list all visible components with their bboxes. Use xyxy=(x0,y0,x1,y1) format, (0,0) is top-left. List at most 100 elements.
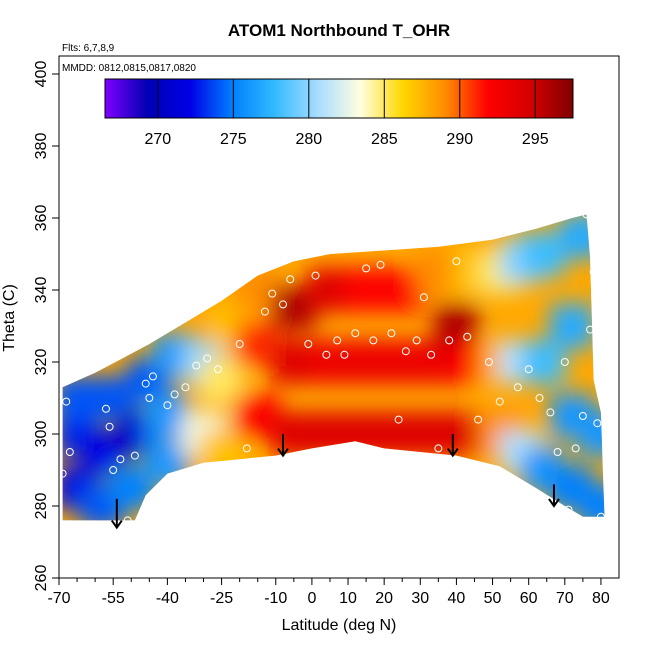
x-tick-label: 70 xyxy=(556,590,574,607)
x-axis-label: Latitude (deg N) xyxy=(282,617,397,634)
observation-point xyxy=(484,358,493,366)
observation-point xyxy=(445,336,454,345)
colorbar-ticks: 270 275 280 285 290 295 xyxy=(144,79,549,148)
arrow-head xyxy=(446,448,459,458)
arrow-markers xyxy=(110,434,560,530)
observation-point xyxy=(242,444,251,453)
arrow-marker xyxy=(446,434,459,458)
observation-point xyxy=(560,358,569,366)
observation-point xyxy=(65,448,74,456)
y-tick-label: 400 xyxy=(33,61,50,88)
observation-point xyxy=(181,383,190,392)
observation-point xyxy=(203,354,212,363)
colorbar-tick-label: 270 xyxy=(144,131,171,148)
observation-point xyxy=(163,401,172,410)
observation-point xyxy=(376,260,385,269)
flights-annotation: Flts: 6,7,8,9 xyxy=(62,43,115,54)
field-cell xyxy=(560,214,605,258)
arrow-head xyxy=(277,448,289,458)
observation-point xyxy=(141,379,150,388)
observation-point xyxy=(101,404,110,413)
observation-point xyxy=(286,275,295,284)
field-cell xyxy=(521,232,566,276)
observation-point xyxy=(571,444,580,453)
observation-point xyxy=(311,271,320,280)
y-tick-label: 360 xyxy=(33,205,50,232)
colorbar-tick-label: 285 xyxy=(371,131,398,148)
observation-point xyxy=(130,451,139,460)
observation-point xyxy=(427,350,436,359)
observation-point xyxy=(213,365,222,374)
colorbar-tick-label: 295 xyxy=(522,131,549,148)
colorbar: 270 275 280 285 290 295 xyxy=(104,78,574,148)
arrow-marker xyxy=(277,434,289,458)
dates-annotation: MMDD: 0812,0815,0817,0820 xyxy=(62,63,196,74)
observation-point xyxy=(340,350,349,359)
observation-point xyxy=(452,257,461,266)
observation-point xyxy=(513,383,522,392)
y-tick-label: 280 xyxy=(33,493,50,520)
chart-title: ATOM1 Northbound T_OHR xyxy=(228,21,450,40)
observation-point xyxy=(170,390,179,399)
x-tick-label: 60 xyxy=(520,590,538,607)
observation-point xyxy=(333,336,342,345)
observation-point xyxy=(582,210,591,219)
observation-point xyxy=(474,415,483,424)
y-tick-label: 320 xyxy=(33,349,50,376)
observation-point xyxy=(322,350,331,359)
y-tick-label: 340 xyxy=(33,277,50,304)
x-tick-label: -25 xyxy=(210,590,233,607)
observation-point xyxy=(535,394,544,402)
x-tick-label: -10 xyxy=(264,590,287,607)
plot-frame xyxy=(58,55,620,579)
observation-point xyxy=(401,347,410,356)
field-cell xyxy=(578,484,605,521)
observation-point xyxy=(596,512,605,521)
observation-point xyxy=(362,264,371,273)
observation-point xyxy=(419,293,428,302)
observation-point xyxy=(387,329,396,338)
observation-point xyxy=(145,394,154,402)
observation-point xyxy=(546,408,555,417)
observation-point xyxy=(192,361,201,370)
observation-point xyxy=(369,336,378,345)
arrow-head xyxy=(110,520,123,530)
field-cell xyxy=(550,304,595,348)
y-tick-label: 380 xyxy=(33,133,50,160)
x-tick-label: 50 xyxy=(484,590,502,607)
observation-point xyxy=(116,455,125,464)
x-tick-label: 40 xyxy=(448,590,466,607)
x-tick-label: 30 xyxy=(411,590,429,607)
observation-point xyxy=(279,300,287,309)
x-tick-label: 0 xyxy=(307,590,316,607)
arrow-head xyxy=(548,498,560,508)
observation-point xyxy=(495,397,504,406)
x-tick-label: 20 xyxy=(375,590,393,607)
observation-point xyxy=(553,448,562,456)
x-tick-label: -70 xyxy=(47,590,70,607)
y-tick-label: 300 xyxy=(33,421,50,448)
y-axis: 260 280 300 320 340 360 380 400 xyxy=(33,61,59,592)
observation-point xyxy=(351,329,360,338)
observation-point xyxy=(268,289,277,298)
observation-point xyxy=(586,325,595,334)
colorbar-tick-label: 290 xyxy=(446,131,473,148)
observation-point xyxy=(564,505,573,514)
observation-point xyxy=(434,444,443,453)
observation-points xyxy=(58,210,605,525)
observation-point xyxy=(578,412,587,420)
arrow-marker xyxy=(110,498,123,530)
x-tick-label: 80 xyxy=(592,590,610,607)
observation-point xyxy=(148,372,157,381)
x-tick-label: 10 xyxy=(339,590,357,607)
x-tick-label: -40 xyxy=(156,590,179,607)
y-tick-label: 260 xyxy=(33,565,50,592)
x-axis: -70 -55 -40 -25 -10 0 10 20 30 40 50 60 70 80 xyxy=(47,578,610,607)
observation-point xyxy=(109,466,118,474)
observation-point xyxy=(394,415,403,424)
observation-point xyxy=(123,516,132,525)
observation-point xyxy=(593,419,602,428)
observation-point xyxy=(304,340,313,348)
observation-point xyxy=(589,268,598,276)
